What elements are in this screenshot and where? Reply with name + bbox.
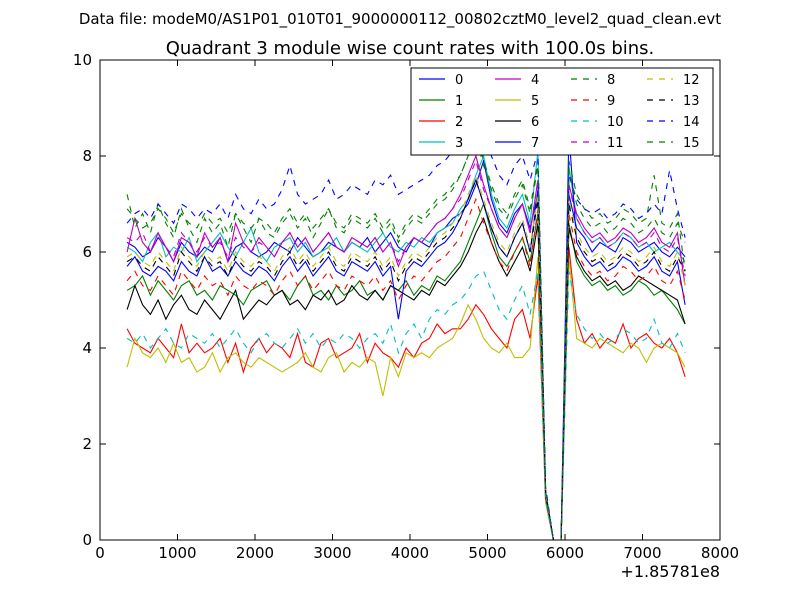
series-line-7 — [126, 131, 686, 541]
legend-label-11: 11 — [607, 136, 624, 151]
x-tick-label: 6000 — [546, 544, 584, 562]
y-tick-label: 0 — [82, 531, 92, 549]
x-tick-label: 5000 — [468, 544, 506, 562]
y-tick-label: 10 — [73, 51, 92, 69]
x-tick-label: 3000 — [313, 544, 351, 562]
legend-label-3: 3 — [455, 136, 463, 151]
y-tick-label: 2 — [82, 435, 92, 453]
x-tick-label: 1000 — [158, 544, 196, 562]
series-line-8 — [126, 127, 686, 541]
series-line-15 — [126, 135, 686, 541]
plot-lines — [126, 106, 686, 541]
x-tick-label: 2000 — [236, 544, 274, 562]
x-tick-label: 0 — [95, 544, 105, 562]
series-line-6 — [126, 217, 686, 541]
legend-label-1: 1 — [455, 94, 463, 109]
legend-label-2: 2 — [455, 115, 463, 130]
series-line-13 — [126, 178, 686, 541]
legend-label-14: 14 — [683, 115, 700, 130]
legend-label-10: 10 — [607, 115, 624, 130]
legend-label-5: 5 — [531, 94, 539, 109]
chart-title: Quadrant 3 module wise count rates with … — [166, 38, 655, 59]
series-line-4 — [126, 154, 686, 541]
legend-label-15: 15 — [683, 136, 700, 151]
series-line-2 — [126, 247, 686, 541]
series-line-1 — [126, 202, 686, 541]
series-line-0 — [126, 158, 686, 541]
x-tick-label: 4000 — [391, 544, 429, 562]
legend-label-8: 8 — [607, 73, 615, 88]
series-line-14 — [126, 106, 686, 541]
x-tick-label: 8000 — [701, 544, 739, 562]
y-tick-label: 6 — [82, 243, 92, 261]
legend-label-6: 6 — [531, 115, 539, 130]
legend-label-12: 12 — [683, 73, 700, 88]
legend-label-9: 9 — [607, 94, 615, 109]
series-line-9 — [126, 197, 686, 541]
legend-label-13: 13 — [683, 94, 700, 109]
series-line-11 — [126, 159, 686, 541]
y-tick-label: 4 — [82, 339, 92, 357]
figure-suptitle: Data file: modeM0/AS1P01_010T01_90000001… — [79, 10, 721, 29]
x-tick-label: 7000 — [623, 544, 661, 562]
x-axis: 0 1000 2000 3000 4000 5000 6000 7000 8000 — [95, 60, 739, 562]
series-line-10 — [126, 270, 686, 541]
series-line-12 — [126, 173, 686, 541]
legend-label-7: 7 — [531, 136, 539, 151]
legend-label-4: 4 — [531, 73, 539, 88]
x-offset-label: +1.85781e8 — [620, 562, 720, 581]
series-line-5 — [126, 256, 686, 541]
y-tick-label: 8 — [82, 147, 92, 165]
legend-box — [410, 67, 714, 156]
legend-label-0: 0 — [455, 73, 463, 88]
